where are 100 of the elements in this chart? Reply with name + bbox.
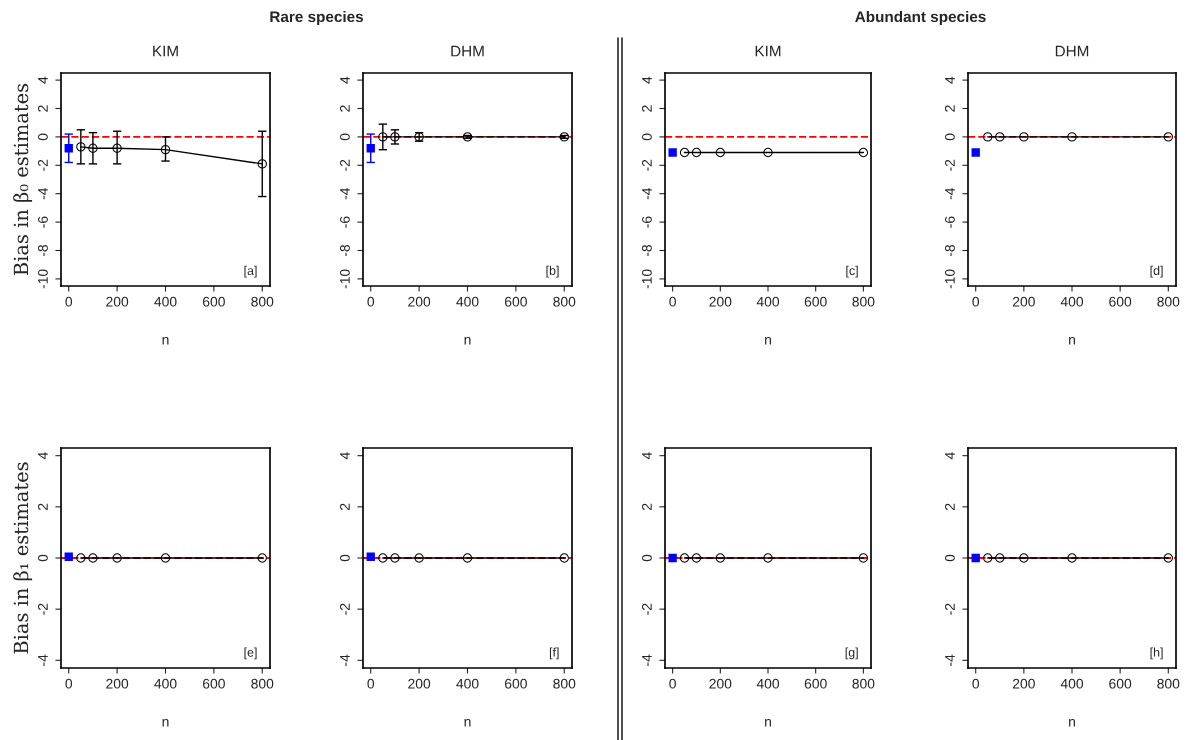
y-tick-label: -8 [642, 244, 652, 257]
y-tick-label: -2 [945, 159, 955, 171]
x-tick-label: 600 [505, 296, 527, 307]
x-tick-label: 600 [203, 296, 225, 307]
x-tick-label: 0 [65, 296, 73, 307]
y-axis-title: Bias in β₀ estimates [13, 83, 33, 276]
y-tick-label: -2 [38, 603, 48, 615]
y-tick-label: -2 [642, 603, 652, 615]
y-tick-label: -6 [38, 216, 48, 228]
x-tick-label: 0 [367, 296, 375, 307]
x-tick-label: 200 [709, 296, 732, 307]
x-tick-label: 600 [804, 678, 827, 689]
y-tick-label: -10 [642, 269, 652, 289]
x-axis-title: n [162, 718, 169, 727]
y-tick-label: 2 [340, 503, 350, 510]
y-tick-label: -6 [340, 216, 350, 228]
y-tick-label: 0 [945, 554, 955, 562]
y-tick-label: 4 [38, 76, 48, 84]
y-tick-label: 0 [340, 554, 350, 562]
x-tick-label: 200 [1012, 678, 1035, 689]
x-tick-label: 400 [456, 678, 479, 689]
y-tick-label: 4 [340, 452, 350, 460]
x-tick-label: 800 [251, 296, 274, 307]
x-axis-title: n [464, 718, 471, 727]
y-tick-label: -4 [340, 187, 350, 200]
x-axis-title: n [765, 718, 771, 727]
x-tick-label: 800 [1157, 678, 1180, 689]
y-tick-label: -2 [340, 603, 350, 615]
text: Abundant species [855, 10, 986, 26]
x-tick-label: 0 [972, 678, 980, 689]
y-tick-label: -6 [945, 216, 955, 228]
x-tick-label: 800 [852, 678, 875, 689]
x-tick-label: 800 [553, 678, 576, 689]
chart-title: DHM [1055, 45, 1089, 57]
y-tick-label: 0 [38, 133, 48, 141]
y-tick-label: -4 [642, 187, 652, 200]
annotation: [f] [549, 647, 559, 660]
x-tick-label: 200 [106, 296, 129, 307]
y-tick-label: -8 [945, 244, 955, 257]
x-tick-label: 600 [1109, 678, 1132, 689]
y-tick-label: 4 [642, 76, 652, 84]
x-tick-label: 0 [65, 678, 73, 689]
y-tick-label: -10 [38, 269, 48, 289]
y-tick-label: 0 [642, 133, 652, 141]
x-axis-title: n [162, 336, 169, 345]
y-tick-label: -4 [945, 654, 955, 666]
y-tick-label: -2 [340, 159, 350, 171]
annotation: [d] [1150, 265, 1163, 278]
x-tick-label: 200 [106, 678, 129, 689]
x-axis-title: n [1069, 336, 1075, 345]
y-tick-label: -4 [38, 654, 48, 666]
x-tick-label: 400 [1060, 296, 1084, 307]
x-tick-label: 800 [1157, 296, 1180, 307]
y-tick-label: -10 [340, 269, 350, 289]
y-tick-label: 4 [945, 452, 955, 460]
chart-title: KIM [755, 45, 781, 57]
annotation: [e] [244, 647, 257, 660]
y-tick-label: -8 [38, 244, 48, 257]
y-tick-label: -4 [945, 187, 955, 200]
y-tick-label: -4 [340, 654, 350, 666]
y-tick-label: -2 [945, 603, 955, 615]
x-tick-label: 400 [456, 296, 479, 307]
x-tick-label: 800 [553, 296, 576, 307]
y-tick-label: -6 [642, 216, 652, 228]
x-tick-label: 0 [367, 678, 375, 689]
y-tick-label: 2 [38, 105, 48, 112]
annotation: [b] [546, 265, 559, 278]
x-tick-label: 600 [203, 678, 225, 689]
annotation: [c] [846, 265, 858, 278]
x-tick-label: 200 [709, 678, 732, 689]
y-tick-label: -10 [945, 269, 955, 289]
y-tick-label: -2 [38, 159, 48, 171]
y-tick-label: 4 [945, 76, 955, 84]
y-axis-title: Bias in β₁ estimates [13, 462, 33, 654]
x-axis-title: n [464, 336, 471, 345]
y-tick-label: 2 [945, 105, 955, 112]
y-tick-label: 4 [642, 452, 652, 460]
x-tick-label: 200 [1012, 296, 1035, 307]
text: Rare species [270, 10, 364, 26]
x-tick-label: 0 [669, 678, 676, 689]
annotation: [g] [845, 647, 858, 660]
x-tick-label: 400 [154, 296, 177, 307]
y-tick-label: 2 [945, 503, 955, 510]
x-tick-label: 400 [1060, 678, 1084, 689]
y-tick-label: 2 [642, 105, 652, 112]
x-tick-label: 600 [1109, 296, 1132, 307]
y-tick-label: -4 [642, 654, 652, 666]
y-tick-label: 2 [642, 503, 652, 510]
y-tick-label: 0 [38, 554, 48, 562]
y-tick-label: 4 [340, 76, 350, 84]
annotation: [h] [1150, 647, 1163, 660]
x-tick-label: 600 [804, 296, 827, 307]
x-tick-label: 0 [972, 296, 980, 307]
y-tick-label: -4 [38, 187, 48, 200]
x-tick-label: 400 [756, 678, 780, 689]
y-tick-label: 2 [38, 503, 48, 510]
chart-title: DHM [451, 45, 484, 57]
x-tick-label: 200 [408, 296, 431, 307]
chart-title: KIM [153, 45, 178, 57]
x-axis-title: n [765, 336, 771, 345]
